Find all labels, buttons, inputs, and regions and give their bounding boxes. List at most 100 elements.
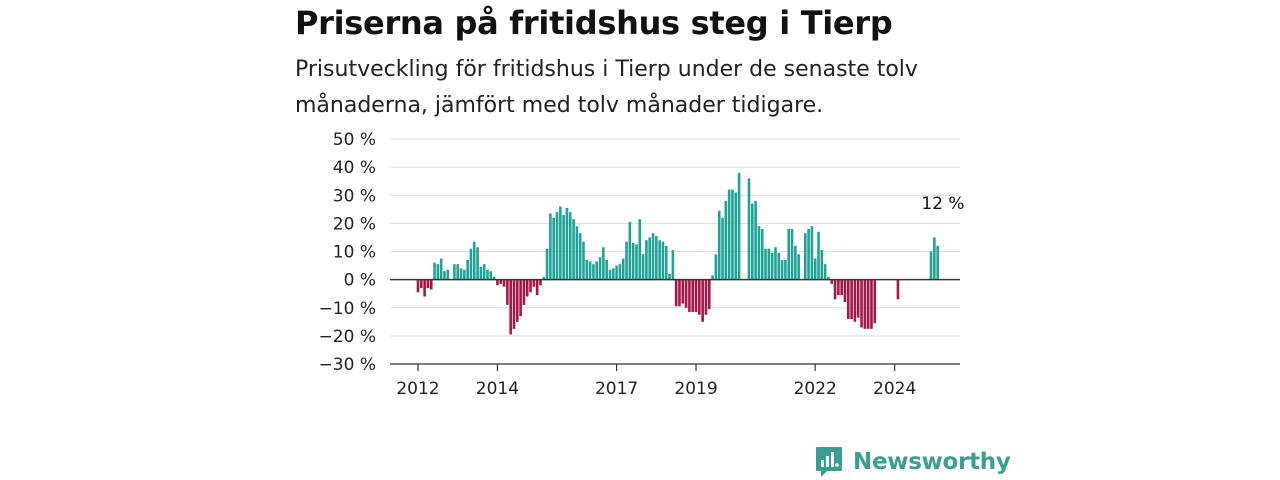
bar xyxy=(628,221,632,280)
bar xyxy=(678,279,681,307)
bar xyxy=(661,241,665,280)
bar xyxy=(856,279,860,318)
y-tick-label: −30 % xyxy=(319,355,376,375)
bar xyxy=(611,268,615,280)
bar xyxy=(936,245,939,280)
bar xyxy=(711,275,714,280)
bar xyxy=(817,231,820,280)
x-axis-ticks: 2012 2014 2017 2019 2022 2024 xyxy=(396,364,916,399)
brand-name: Newsworthy xyxy=(853,449,1011,475)
bar xyxy=(734,192,738,280)
y-tick-label: 20 % xyxy=(333,214,376,234)
bar xyxy=(698,279,701,315)
bar xyxy=(476,247,479,280)
bar xyxy=(496,279,499,286)
bar xyxy=(595,261,599,280)
bar xyxy=(813,258,817,280)
bar xyxy=(608,269,612,280)
bar xyxy=(688,279,691,312)
bar xyxy=(853,279,857,322)
bar xyxy=(810,226,814,280)
x-tick-label: 2017 xyxy=(595,379,638,399)
bar xyxy=(655,236,658,280)
bar xyxy=(764,248,767,280)
bar xyxy=(731,189,734,280)
bar xyxy=(549,213,552,280)
bar xyxy=(519,279,522,317)
bar xyxy=(717,210,721,280)
bar xyxy=(618,264,622,280)
bar xyxy=(896,279,900,300)
bar xyxy=(850,279,853,320)
bar xyxy=(439,258,443,280)
x-tick-label: 2012 xyxy=(396,379,439,399)
bar xyxy=(499,279,503,284)
bar xyxy=(787,229,791,280)
bar xyxy=(870,279,873,329)
newsworthy-logo: Newsworthy xyxy=(815,446,1011,478)
bar xyxy=(522,279,526,305)
bar xyxy=(512,279,516,329)
bar xyxy=(532,279,536,287)
bar xyxy=(552,217,556,280)
bar xyxy=(674,279,678,307)
bar xyxy=(555,212,559,280)
bar xyxy=(830,279,834,284)
bar xyxy=(790,229,794,280)
bar xyxy=(933,237,936,280)
bar xyxy=(645,240,648,280)
bar xyxy=(562,214,565,280)
bar xyxy=(648,237,651,280)
x-tick-label: 2019 xyxy=(674,379,717,399)
bar xyxy=(837,279,840,296)
bar xyxy=(784,259,787,280)
bar xyxy=(509,279,512,335)
x-tick-label: 2014 xyxy=(476,379,519,399)
bar xyxy=(847,279,850,320)
bar xyxy=(724,200,728,280)
bar xyxy=(433,262,436,280)
bar xyxy=(840,279,843,296)
bar xyxy=(820,250,824,280)
bar xyxy=(443,271,446,280)
bar xyxy=(635,244,638,280)
latest-value-label: 12 % xyxy=(921,194,964,214)
bar xyxy=(747,178,751,280)
bar xyxy=(797,254,800,280)
bar xyxy=(469,248,473,280)
newsworthy-logo-icon xyxy=(816,447,842,477)
y-tick-label: 30 % xyxy=(333,186,376,206)
bar xyxy=(691,279,695,312)
bar xyxy=(751,203,754,280)
bar xyxy=(807,229,810,280)
bar xyxy=(585,259,589,280)
bar xyxy=(598,257,602,280)
bar xyxy=(525,279,529,297)
bar xyxy=(760,229,764,280)
bar xyxy=(866,279,870,329)
bar xyxy=(929,251,933,280)
bar xyxy=(582,241,585,280)
bar xyxy=(466,259,469,280)
bar xyxy=(631,243,635,280)
bar xyxy=(671,250,675,280)
bar xyxy=(486,269,489,280)
bar xyxy=(638,219,642,280)
bar xyxy=(651,233,655,280)
bar xyxy=(568,212,572,280)
bar xyxy=(860,279,863,328)
bar xyxy=(664,245,668,280)
bar xyxy=(701,279,704,322)
y-tick-label: 0 % xyxy=(344,271,376,291)
bar xyxy=(575,226,579,280)
chart-subtitle: Prisutveckling för fritidshus i Tierp un… xyxy=(295,57,918,118)
bar xyxy=(704,279,708,315)
bar xyxy=(416,279,420,293)
bar xyxy=(827,276,830,280)
bar xyxy=(767,248,771,280)
bar xyxy=(737,172,741,280)
bar xyxy=(456,264,460,280)
bar xyxy=(479,266,483,280)
bar xyxy=(592,264,595,280)
